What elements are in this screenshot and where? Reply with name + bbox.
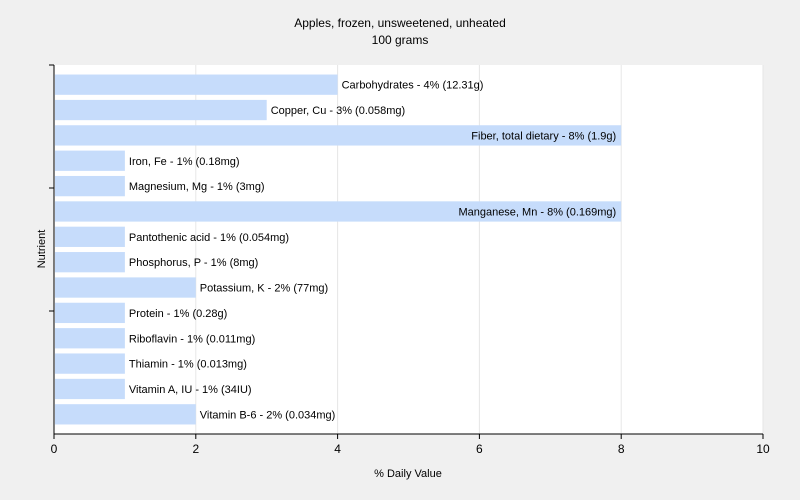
bar xyxy=(55,378,125,400)
bar xyxy=(55,175,125,197)
bar-label: Carbohydrates - 4% (12.31g) xyxy=(342,80,484,92)
bar-label: Iron, Fe - 1% (0.18mg) xyxy=(129,156,240,168)
bar xyxy=(55,302,125,324)
axes xyxy=(49,64,763,435)
bar-label: Riboflavin - 1% (0.011mg) xyxy=(129,333,255,345)
bar-label: Pantothenic acid - 1% (0.054mg) xyxy=(129,232,289,244)
bar-label: Thiamin - 1% (0.013mg) xyxy=(129,359,247,371)
x-tick-label: 8 xyxy=(618,442,625,456)
x-tick-label: 4 xyxy=(334,442,341,456)
bar-label: Protein - 1% (0.28g) xyxy=(129,308,227,320)
plot-area xyxy=(54,65,763,434)
bar xyxy=(55,150,125,171)
chart-title: Apples, frozen, unsweetened, unheated xyxy=(294,16,506,30)
bar-label: Vitamin A, IU - 1% (34IU) xyxy=(129,384,252,396)
bar xyxy=(55,404,196,425)
bar xyxy=(55,74,338,95)
x-tick-label: 0 xyxy=(51,442,58,456)
chart-subtitle: 100 grams xyxy=(372,33,429,47)
bar-label: Phosphorus, P - 1% (8mg) xyxy=(129,257,258,269)
bar xyxy=(55,353,125,374)
y-axis-label: Nutrient xyxy=(36,230,48,269)
bar xyxy=(55,226,125,247)
bars: Carbohydrates - 4% (12.31g) Copper, Cu - … xyxy=(55,74,622,425)
bar xyxy=(55,252,125,273)
bar-label: Copper, Cu - 3% (0.058mg) xyxy=(271,105,406,117)
bar xyxy=(55,328,125,349)
bar-label: Potassium, K - 2% (77mg) xyxy=(200,283,328,295)
x-ticks: 0 2 4 6 8 10 xyxy=(51,434,770,456)
bar-label: Vitamin B-6 - 2% (0.034mg) xyxy=(200,409,336,421)
bar xyxy=(55,125,622,146)
x-axis-label: % Daily Value xyxy=(374,468,442,480)
bar xyxy=(55,277,196,298)
bar xyxy=(55,201,622,222)
bar-label: Manganese, Mn - 8% (0.169mg) xyxy=(458,206,616,218)
x-tick-label: 6 xyxy=(476,442,483,456)
x-tick-label: 2 xyxy=(192,442,199,456)
bar-label: Magnesium, Mg - 1% (3mg) xyxy=(129,181,265,193)
bar xyxy=(55,99,267,121)
bar-label: Fiber, total dietary - 8% (1.9g) xyxy=(471,130,616,142)
x-tick-label: 10 xyxy=(756,442,770,456)
